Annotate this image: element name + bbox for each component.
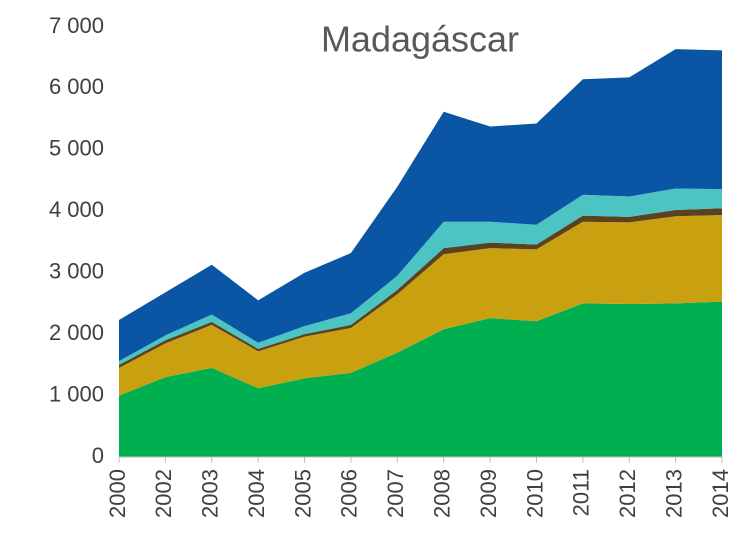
x-tick-label: 2002 <box>151 469 176 518</box>
x-tick-label: 2007 <box>383 469 408 518</box>
x-tick-label: 2011 <box>569 469 594 516</box>
area <box>119 49 722 362</box>
x-tick-label: 2006 <box>337 469 362 518</box>
area <box>119 214 722 396</box>
x-tick-label: 2009 <box>476 469 501 518</box>
y-tick-label: 5 000 <box>49 136 104 161</box>
y-tick-label: 7 000 <box>49 13 104 38</box>
y-tick-label: 4 000 <box>49 197 104 222</box>
x-tick-label: 2012 <box>615 469 640 518</box>
y-tick-label: 1 000 <box>49 381 104 406</box>
x-tick-label: 2000 <box>105 469 130 518</box>
x-tick-label: 2014 <box>708 469 733 518</box>
x-tick-label: 2013 <box>661 469 686 518</box>
x-tick-label: 2003 <box>198 469 223 518</box>
x-tick-label: 2010 <box>522 469 547 518</box>
x-tick-label: 2004 <box>244 469 269 518</box>
y-tick-label: 0 <box>92 443 104 468</box>
y-tick-label: 3 000 <box>49 259 104 284</box>
area <box>119 188 722 365</box>
x-tick-label: 2008 <box>430 469 455 518</box>
area <box>119 301 722 457</box>
y-tick-label: 2 000 <box>49 320 104 345</box>
x-tick-label: 2005 <box>290 469 315 518</box>
y-tick-label: 6 000 <box>49 74 104 99</box>
chart-title: Madagáscar <box>321 19 519 60</box>
